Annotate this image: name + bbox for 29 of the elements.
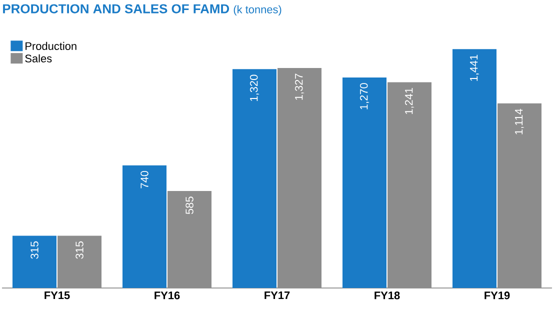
data-label: 1,441 <box>470 54 479 81</box>
bar <box>168 191 212 288</box>
bar <box>498 103 542 288</box>
data-label: 315 <box>30 241 38 259</box>
data-label: 1,114 <box>515 108 524 134</box>
data-label: 1,320 <box>250 74 260 101</box>
bar <box>452 49 496 288</box>
bar <box>232 69 276 288</box>
data-label: 740 <box>140 170 148 188</box>
bar <box>12 236 56 288</box>
data-label: 1,270 <box>360 83 370 110</box>
x-tick-label: FY19 <box>484 292 510 300</box>
data-label: 1,241 <box>404 88 414 114</box>
bar <box>278 68 322 288</box>
bar <box>122 165 166 288</box>
x-tick-label: FY18 <box>374 292 400 300</box>
x-tick-label: FY17 <box>264 292 290 300</box>
data-label: 1,327 <box>294 74 304 100</box>
legend-label: Production <box>26 42 76 50</box>
bar <box>342 77 386 288</box>
data-label: 315 <box>76 241 84 259</box>
legend-label: Sales <box>25 54 52 62</box>
data-label: 585 <box>186 196 194 214</box>
x-tick-label: FY16 <box>154 292 180 300</box>
x-tick-label: FY15 <box>44 292 70 300</box>
chart-title: PRODUCTION AND SALES OF FAMD <box>3 4 230 14</box>
chart-subtitle: (k tonnes) <box>234 5 282 16</box>
bar <box>58 236 102 288</box>
bar <box>388 82 432 288</box>
